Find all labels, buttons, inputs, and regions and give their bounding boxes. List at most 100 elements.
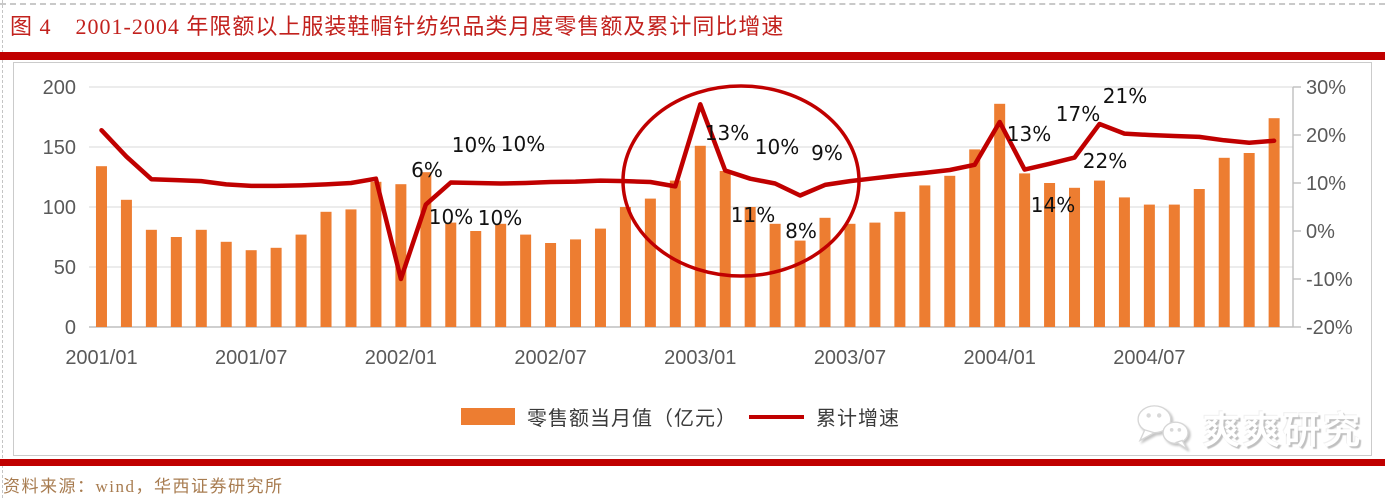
watermark: 爽爽研究: [1133, 400, 1363, 454]
bar: [769, 223, 781, 327]
left-axis-tick-label: 200: [43, 77, 76, 99]
chart-frame: 200 150 100 50 0 30% 20% 10% 0% -10% -20% 2001/01 20…: [13, 62, 1372, 456]
x-axis-tick-label: 2004/07: [1113, 347, 1185, 369]
x-axis-tick-label: 2002/07: [514, 347, 586, 369]
watermark-text: 爽爽研究: [1203, 411, 1363, 452]
bar: [520, 234, 532, 327]
bar: [1019, 173, 1031, 327]
right-axis-tick-label: 30%: [1306, 77, 1346, 99]
bar: [570, 239, 582, 327]
figure-title-text: 2001-2004 年限额以上服装鞋帽针纺织品类月度零售额及累计同比增速: [75, 14, 785, 39]
bar: [1193, 189, 1205, 327]
point-label: 22%: [1083, 149, 1127, 173]
point-label: 10%: [429, 205, 473, 229]
bar: [1168, 204, 1180, 327]
x-axis-tick-label: 2003/07: [814, 347, 886, 369]
bar: [969, 149, 981, 327]
figure-title: 图 4 2001-2004 年限额以上服装鞋帽针纺织品类月度零售额及累计同比增速: [10, 9, 784, 41]
left-axis-tick-label: 50: [54, 257, 76, 279]
right-axis-tick-label: -10%: [1306, 269, 1353, 291]
figure-number: 图 4: [10, 14, 52, 39]
left-axis-tick-label: 0: [65, 317, 76, 339]
bar: [145, 229, 157, 327]
right-axis-tick-label: 10%: [1306, 173, 1346, 195]
bar: [819, 217, 831, 327]
right-axis-tick-label: 0%: [1306, 221, 1335, 243]
bar: [619, 207, 631, 327]
point-label: 10%: [501, 132, 545, 156]
bar: [345, 209, 357, 327]
bar: [95, 166, 107, 327]
x-axis-tick-label: 2002/01: [365, 347, 437, 369]
bar: [195, 229, 207, 327]
bar: [220, 241, 232, 327]
left-dashed-border: [2, 0, 3, 498]
bar: [1243, 153, 1255, 327]
right-axis-tick-label: 20%: [1306, 125, 1346, 147]
bar: [120, 199, 132, 327]
bar: [869, 222, 881, 327]
bar: [1069, 187, 1081, 327]
bar: [495, 223, 507, 327]
bar: [1093, 180, 1105, 327]
point-label: 14%: [1031, 193, 1075, 217]
bar: [320, 211, 332, 327]
bar: [270, 247, 282, 327]
legend-bar-label: 零售额当月值（亿元）: [527, 408, 737, 430]
bar: [1218, 157, 1230, 327]
point-label: 17%: [1056, 102, 1100, 126]
top-dashed-border: [0, 3, 1385, 5]
point-label: 11%: [731, 203, 775, 227]
highlight-ellipse: [621, 84, 861, 278]
bar: [545, 243, 557, 327]
bar: [894, 211, 906, 327]
bar: [395, 184, 407, 327]
combo-chart: 200 150 100 50 0 30% 20% 10% 0% -10% -20% 2001/01 20…: [43, 77, 1353, 369]
bar: [669, 180, 681, 327]
bar: [594, 228, 606, 327]
bar: [719, 171, 731, 327]
bar: [694, 145, 706, 327]
bar: [1118, 197, 1130, 327]
chart-legend: 零售额当月值（亿元） 累计增速: [461, 402, 900, 431]
x-axis-tick-label: 2003/01: [664, 347, 736, 369]
growth-line: [99, 102, 1277, 282]
point-label: 10%: [452, 133, 496, 157]
x-axis-tick-label: 2004/01: [964, 347, 1036, 369]
bar: [295, 234, 307, 327]
legend-line-swatch: [749, 414, 804, 419]
bar: [1143, 204, 1155, 327]
point-label: 21%: [1103, 84, 1147, 108]
bar: [794, 240, 806, 327]
left-axis-tick-label: 100: [43, 197, 76, 219]
bar: [644, 198, 656, 327]
point-label: 6%: [411, 158, 443, 182]
bar: [1044, 183, 1056, 327]
point-label: 10%: [755, 135, 799, 159]
legend-bar-swatch: [461, 408, 515, 425]
bar: [370, 181, 382, 327]
bar: [994, 103, 1006, 327]
bar: [245, 250, 257, 327]
point-label: 13%: [1007, 122, 1051, 146]
bar: [170, 237, 182, 327]
point-label: 8%: [785, 219, 817, 243]
bar: [744, 207, 756, 327]
x-axis-tick-label: 2001/01: [65, 347, 137, 369]
bottom-divider-rule: [0, 459, 1385, 466]
point-label: 10%: [478, 206, 522, 230]
source-note: 资料来源：wind，华西证券研究所: [3, 477, 284, 496]
left-axis-tick-label: 150: [43, 137, 76, 159]
bar: [420, 172, 432, 327]
point-label: 9%: [811, 141, 843, 165]
bar: [919, 185, 931, 327]
bar: [944, 175, 956, 327]
bar: [470, 231, 482, 327]
bar: [844, 223, 856, 327]
bar: [1268, 118, 1280, 327]
title-divider-rule: [0, 52, 1385, 60]
bar: [445, 222, 457, 327]
wechat-icon: [1137, 405, 1189, 450]
point-label: 13%: [705, 121, 749, 145]
